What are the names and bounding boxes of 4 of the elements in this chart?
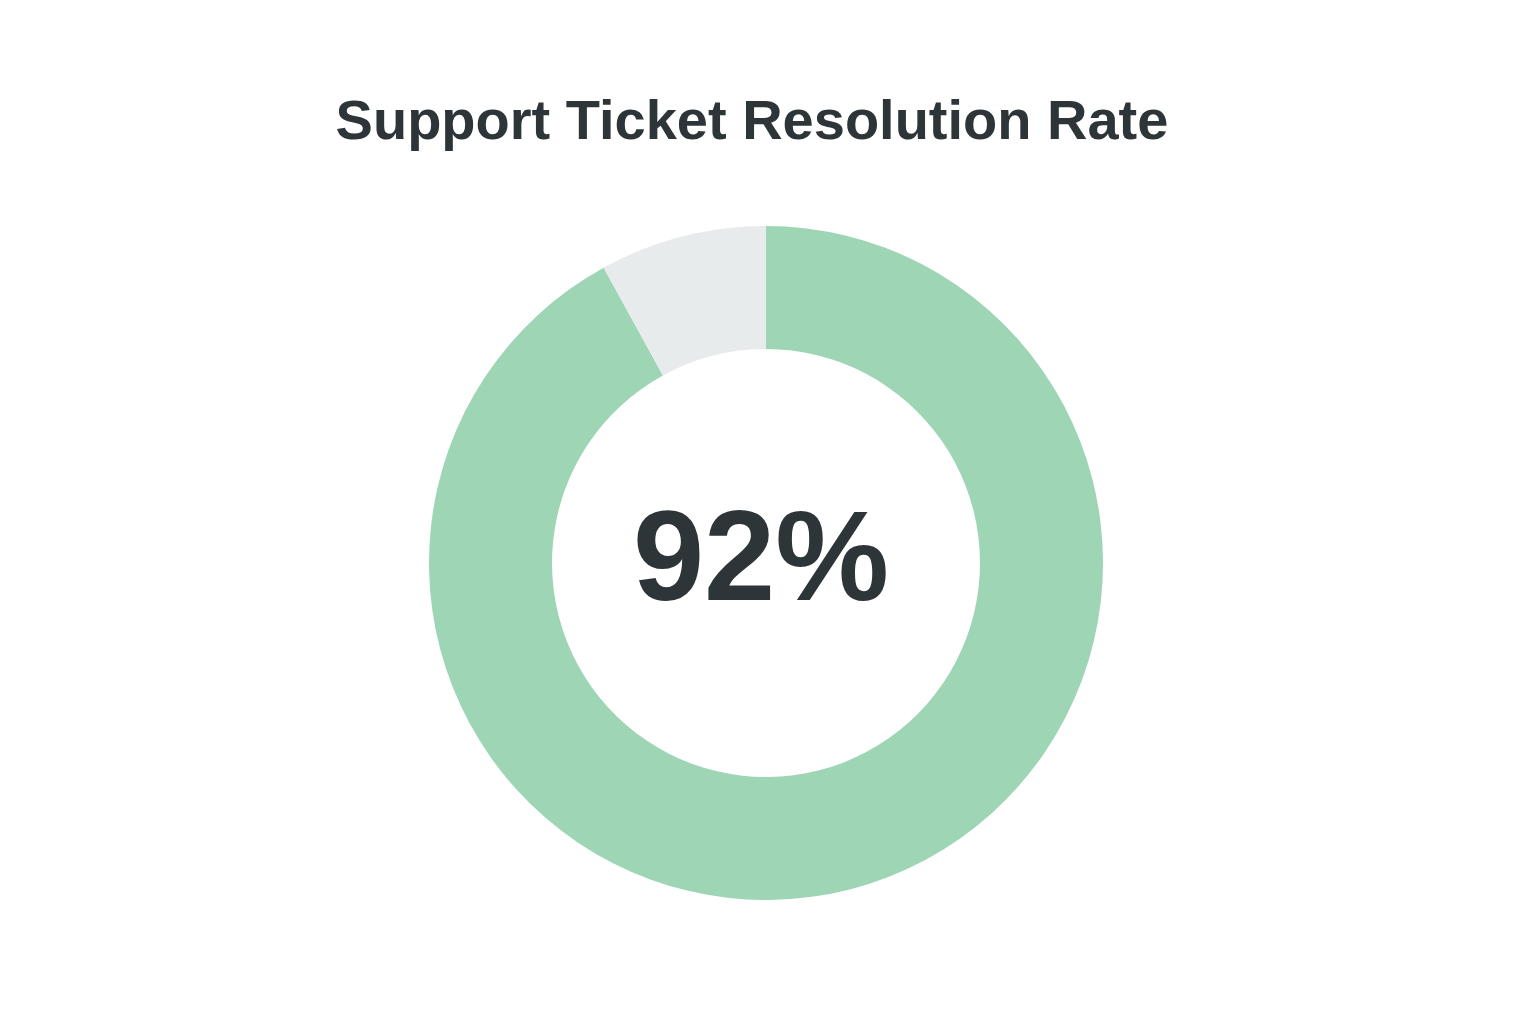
donut-slice xyxy=(603,226,766,376)
text: 92% xyxy=(631,484,891,627)
chart-title: Support Ticket Resolution Rate xyxy=(334,88,1170,153)
donut-slice xyxy=(429,226,1103,900)
